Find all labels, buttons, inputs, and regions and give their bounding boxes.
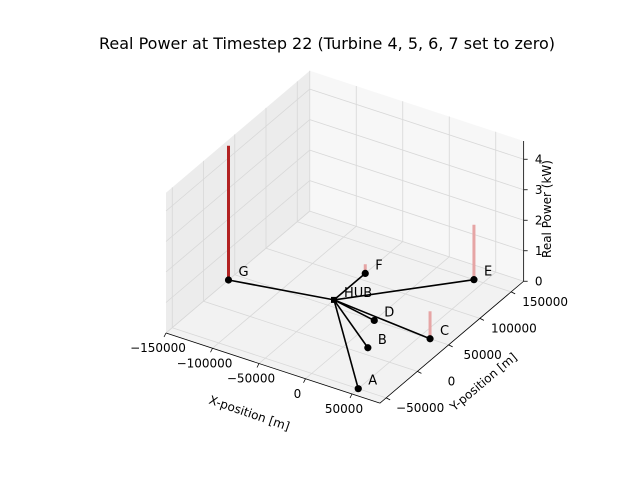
cable-lines bbox=[228, 272, 475, 389]
grid-x-floor bbox=[351, 271, 497, 395]
turbine-marker-g bbox=[224, 276, 233, 284]
grid-y-floor bbox=[265, 247, 481, 319]
z-axis-label: Real Power (kW) bbox=[540, 160, 554, 258]
grid-z-side bbox=[165, 180, 311, 303]
cable-f bbox=[333, 272, 366, 301]
grid-z-side bbox=[165, 88, 311, 212]
grid-z-back bbox=[309, 180, 524, 252]
grid-z-side bbox=[165, 210, 311, 334]
y-tick-label: −50000 bbox=[396, 401, 444, 415]
turbine-label-b: B bbox=[378, 333, 387, 348]
side-pane bbox=[166, 70, 310, 334]
z-tick-label: 1 bbox=[535, 244, 543, 258]
x-tick-mark bbox=[256, 363, 260, 368]
cable-e bbox=[333, 278, 475, 301]
grid-x-floor bbox=[258, 241, 404, 364]
power-bars bbox=[227, 145, 476, 339]
x-axis-label: X-position [m] bbox=[207, 393, 291, 434]
y-tick-mark bbox=[448, 344, 453, 348]
turbine-label-g: G bbox=[239, 265, 249, 280]
cable-g bbox=[228, 279, 335, 301]
y-tick-mark bbox=[479, 317, 485, 321]
grid-z-back bbox=[309, 149, 524, 221]
grid-y-floor bbox=[172, 327, 387, 399]
turbine-label-e: E bbox=[484, 265, 492, 280]
x-tick-label: −50000 bbox=[227, 372, 275, 386]
turbine-marker-f bbox=[361, 269, 369, 277]
x-tick-label: −150000 bbox=[130, 341, 186, 355]
axes-lines bbox=[165, 140, 525, 404]
z-tick-label: 3 bbox=[535, 183, 543, 197]
turbine-marker-a bbox=[354, 385, 362, 393]
turbine-label-d: D bbox=[384, 305, 394, 320]
y-tick-label: 100000 bbox=[491, 321, 537, 335]
grid-z-back bbox=[309, 119, 524, 191]
x-tick-mark bbox=[163, 332, 167, 338]
hub-marker bbox=[331, 296, 337, 303]
turbine-marker-d bbox=[370, 316, 378, 325]
grid-y-floor bbox=[203, 300, 418, 372]
y-tick-mark bbox=[385, 397, 391, 401]
grid-z-back bbox=[309, 210, 524, 282]
back-pane bbox=[309, 70, 524, 282]
grid-z-side bbox=[165, 119, 311, 242]
x-tick-mark bbox=[303, 378, 306, 383]
cable-b bbox=[333, 299, 369, 349]
turbine-marker-b bbox=[364, 344, 372, 352]
y-tick-mark bbox=[417, 370, 422, 374]
y-tick-label: 50000 bbox=[464, 348, 502, 362]
z-tick-label: 0 bbox=[535, 274, 543, 288]
turbine-markers: HUB A B C D E F G bbox=[224, 258, 492, 393]
turbine-marker-e bbox=[470, 276, 478, 284]
x-tick-label: 50000 bbox=[325, 402, 363, 416]
z-tick-label: 4 bbox=[535, 152, 543, 166]
grid-x-floor bbox=[212, 226, 357, 349]
x-tick-label: −100000 bbox=[177, 356, 233, 370]
grid-z-side bbox=[165, 149, 311, 273]
cable-a bbox=[333, 299, 360, 389]
z-tick-label: 2 bbox=[535, 213, 543, 227]
y-tick-mark bbox=[510, 291, 516, 295]
chart-title: Real Power at Timestep 22 (Turbine 4, 5,… bbox=[99, 34, 555, 53]
x-axis-line bbox=[165, 332, 381, 404]
axes-grid bbox=[165, 70, 524, 399]
x-tick-label: 0 bbox=[294, 387, 302, 401]
hub-label: HUB bbox=[344, 286, 372, 301]
grid-z-back bbox=[309, 88, 524, 160]
turbine-label-f: F bbox=[375, 258, 382, 273]
cable-c bbox=[333, 299, 431, 340]
y-axis-line bbox=[379, 280, 524, 404]
x-tick-mark bbox=[210, 348, 213, 353]
y-tick-label: 150000 bbox=[522, 295, 568, 309]
turbine-label-c: C bbox=[440, 324, 449, 339]
cable-d bbox=[333, 299, 375, 322]
turbine-marker-c bbox=[426, 335, 434, 343]
x-tick-mark bbox=[349, 393, 353, 399]
turbine-label-a: A bbox=[368, 374, 377, 389]
y-tick-label: 0 bbox=[448, 374, 456, 388]
